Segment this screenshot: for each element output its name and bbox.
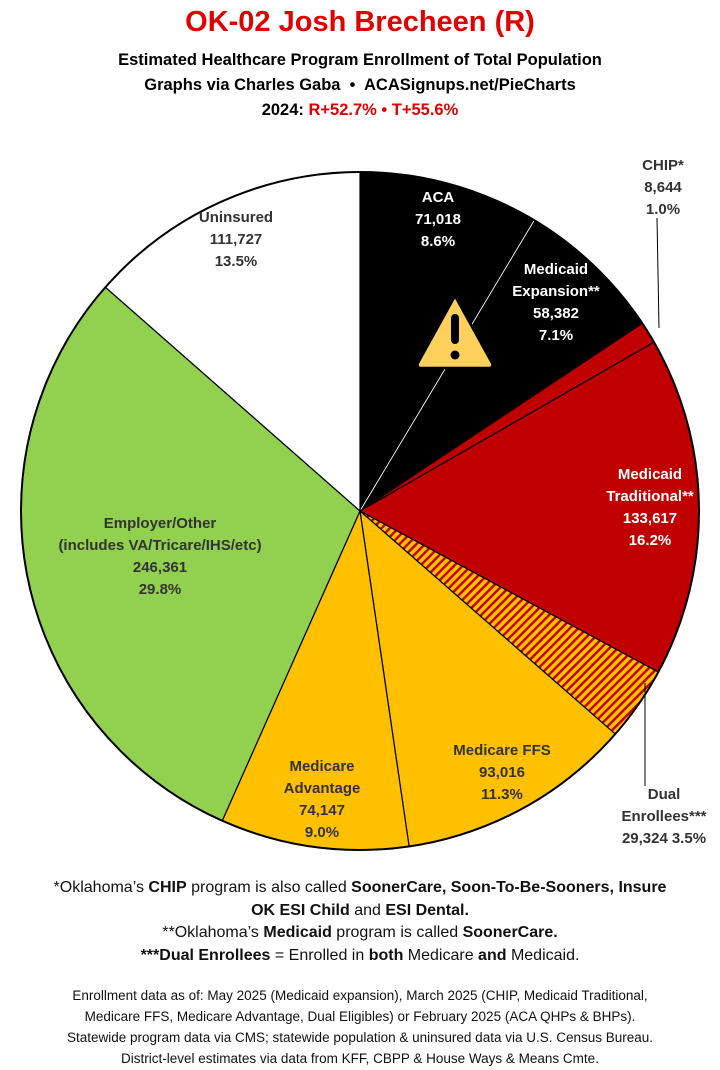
election-label: 2024: (261, 101, 304, 119)
slice-label: Dual Enrollees*** 29,324 3.5% (620, 784, 708, 850)
percent-label: 13.5% (214, 253, 258, 270)
footnote-bold: CHIP (148, 879, 187, 896)
footnote: ***Dual Enrollees = Enrolled in both Med… (50, 945, 670, 968)
source-line: Enrollment data as of: May 2025 (Medicai… (72, 988, 648, 1003)
footnote-text: **Oklahoma’s (162, 924, 264, 941)
category-label: Employer/Other (includes VA/Tricare/IHS/… (58, 515, 262, 554)
slice-label: CHIP* 8,644 1.0% (642, 155, 684, 221)
election-line: 2024: R+52.7% • T+55.6% (0, 101, 720, 120)
value-label: 246,361 (132, 559, 188, 576)
chart-title: OK-02 Josh Brecheen (R) (185, 6, 535, 38)
subtitle: Estimated Healthcare Program Enrollment … (118, 51, 602, 69)
footnote-bold: ***Dual Enrollees (140, 946, 271, 964)
footnote-bold: SoonerCare. (462, 924, 558, 941)
slice-label: Medicare Advantage 74,147 9.0% (284, 756, 361, 844)
percent-label: 9.0% (304, 824, 340, 841)
footnote: **Oklahoma’s Medicaid program is called … (50, 922, 670, 945)
source-line: District-level estimates via data from K… (121, 1051, 599, 1066)
election-results: R+52.7% • T+55.6% (308, 101, 459, 119)
category-label: Dual Enrollees*** (621, 786, 707, 825)
slices (20, 171, 700, 851)
slice-label: ACA 71,018 8.6% (415, 187, 461, 253)
footnote-text: program is called (331, 924, 463, 941)
value-label: 8,644 (644, 179, 682, 196)
value-label: 74,147 (299, 802, 345, 819)
source-line: Medicare FFS, Medicare Advantage, Dual E… (84, 1009, 636, 1024)
footnote-bold: both (368, 946, 404, 964)
category-label: Medicaid Expansion** (512, 261, 600, 300)
leader-line (656, 217, 660, 329)
value-label: 111,727 (209, 231, 263, 248)
category-label: Medicare FFS (453, 742, 551, 759)
source-note: Enrollment data as of: May 2025 (Medicai… (0, 985, 720, 1069)
warning-icon (416, 294, 494, 370)
value-label: 93,016 (479, 764, 525, 781)
footnote-text: Medicare (403, 946, 479, 964)
slice-label: Medicaid Expansion** 58,382 7.1% (512, 259, 600, 347)
value-label: 58,382 (533, 305, 579, 322)
footnote-bold: ESI Dental. (385, 901, 469, 919)
value-label: 29,324 (621, 830, 668, 847)
footnote-text: *Oklahoma’s (53, 879, 149, 896)
footnotes: *Oklahoma’s CHIP program is also called … (50, 877, 670, 967)
pie-outline (20, 171, 700, 851)
slice-label: Employer/Other (includes VA/Tricare/IHS/… (58, 513, 261, 601)
category-label: ACA (421, 189, 455, 206)
footnote-text: and (349, 901, 386, 919)
footnote-text: = Enrolled in (270, 946, 369, 964)
footnote-text: program is also called (186, 879, 352, 896)
footnote: *Oklahoma’s CHIP program is also called … (50, 877, 670, 922)
footnote-bold: SoonerCare, Soon-To-Be-Sooners, Insure O… (251, 879, 667, 919)
value-label: 133,617 (622, 510, 678, 527)
footnote-bold: and (478, 946, 507, 964)
percent-label: 1.0% (645, 201, 681, 218)
subtitle: Graphs via Charles Gaba • ACASignups.net… (144, 76, 576, 94)
category-label: Medicare Advantage (283, 758, 361, 797)
footnote-bold: Medicaid (263, 924, 332, 941)
slice-label: Medicare FFS 93,016 11.3% (453, 740, 551, 806)
percent-label: 3.5% (671, 830, 707, 847)
slice-label: Uninsured 111,727 13.5% (199, 207, 273, 273)
percent-label: 11.3% (481, 786, 523, 803)
footnote-text: Medicaid. (506, 946, 580, 964)
percent-label: 8.6% (420, 233, 456, 250)
value-label: 71,018 (415, 211, 461, 228)
category-label: Uninsured (198, 209, 274, 226)
percent-label: 29.8% (138, 581, 182, 598)
percent-label: 7.1% (538, 327, 574, 344)
percent-label: 16.2% (628, 532, 672, 549)
category-label: Medicaid Traditional** (606, 466, 694, 505)
slice-label: Medicaid Traditional** 133,617 16.2% (606, 464, 694, 552)
source-line: Statewide program data via CMS; statewid… (66, 1030, 654, 1045)
category-label: CHIP* (642, 157, 684, 174)
